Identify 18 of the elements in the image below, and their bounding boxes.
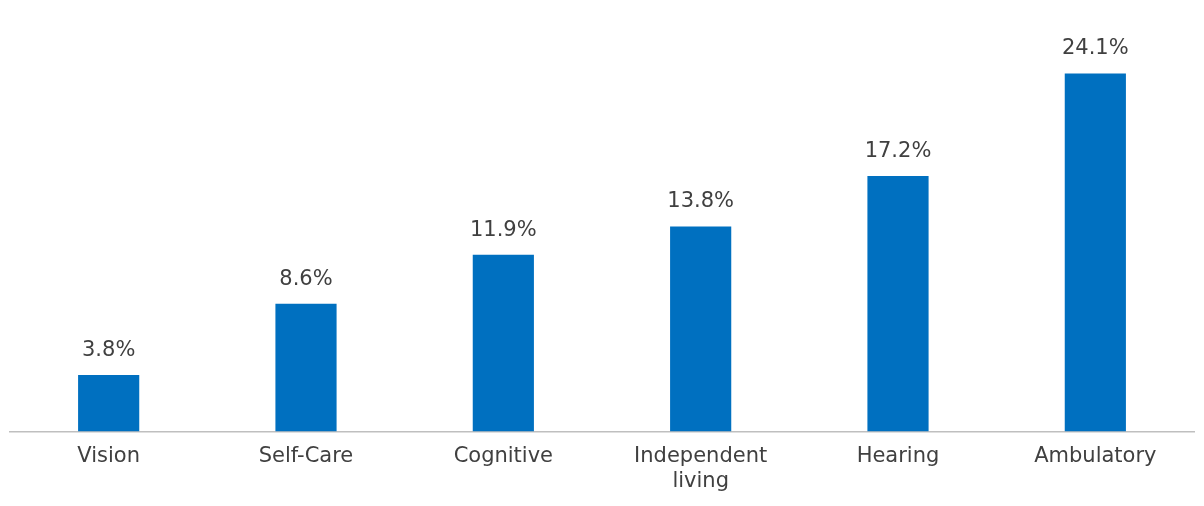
x-tick-label: Ambulatory <box>1034 442 1157 467</box>
x-tick-label: Cognitive <box>453 442 554 467</box>
data-label: 24.1% <box>1061 35 1129 60</box>
x-tick-label: Vision <box>77 442 140 467</box>
bar <box>867 175 929 432</box>
data-label: 8.6% <box>279 265 333 290</box>
bar <box>275 303 337 432</box>
data-label: 3.8% <box>81 337 136 362</box>
data-label: 13.8% <box>667 188 735 213</box>
bar <box>670 226 732 432</box>
bar <box>78 375 140 432</box>
data-label: 17.2% <box>864 137 932 162</box>
x-tick-label: Hearing <box>856 442 940 467</box>
bar <box>1064 73 1126 432</box>
x-tick-label: Self-Care <box>258 442 354 467</box>
bar <box>472 254 534 432</box>
x-tick-label: Independent living <box>634 442 768 492</box>
data-label: 11.9% <box>469 216 537 241</box>
